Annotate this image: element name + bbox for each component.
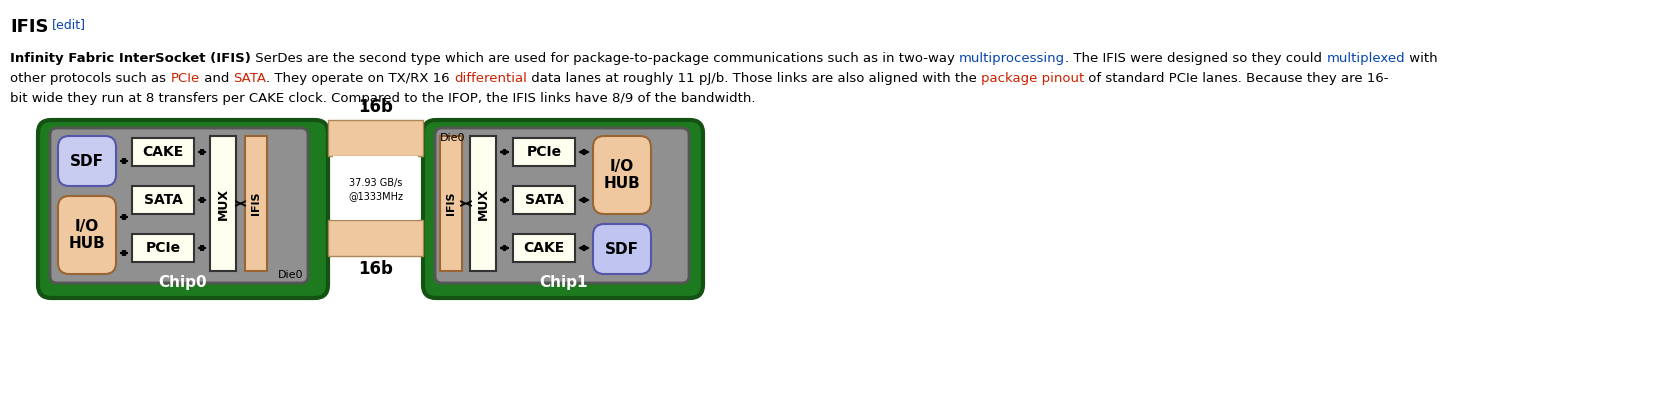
- Bar: [133, 186, 194, 214]
- Text: [edit]: [edit]: [51, 18, 86, 31]
- Text: multiprocessing: multiprocessing: [959, 52, 1065, 65]
- Text: PCIe: PCIe: [171, 72, 199, 85]
- Bar: [245, 136, 267, 271]
- Text: I/O: I/O: [610, 160, 635, 174]
- Text: and: and: [199, 72, 234, 85]
- FancyBboxPatch shape: [38, 120, 328, 298]
- Text: CAKE: CAKE: [524, 241, 565, 255]
- FancyBboxPatch shape: [436, 128, 689, 283]
- Text: SDF: SDF: [605, 241, 640, 256]
- Text: @1333MHz: @1333MHz: [348, 191, 403, 201]
- Text: Die0: Die0: [441, 133, 466, 143]
- Text: Die0: Die0: [277, 270, 303, 280]
- Text: IFIS: IFIS: [250, 192, 262, 215]
- Bar: [328, 220, 423, 256]
- Bar: [441, 136, 462, 271]
- Text: with: with: [1405, 52, 1438, 65]
- Bar: [133, 234, 194, 262]
- Bar: [210, 136, 235, 271]
- Bar: [328, 120, 423, 156]
- Text: . They operate on TX/RX 16: . They operate on TX/RX 16: [267, 72, 454, 85]
- Text: SATA: SATA: [144, 193, 182, 207]
- Bar: [514, 138, 575, 166]
- Text: PCIe: PCIe: [146, 241, 181, 255]
- FancyBboxPatch shape: [593, 136, 651, 214]
- Text: bit wide they run at 8 transfers per CAKE clock. Compared to the IFOP, the IFIS : bit wide they run at 8 transfers per CAK…: [10, 92, 756, 105]
- Bar: [133, 138, 194, 166]
- Text: Infinity Fabric InterSocket (IFIS): Infinity Fabric InterSocket (IFIS): [10, 52, 250, 65]
- Text: Chip1: Chip1: [539, 275, 587, 290]
- Text: package pinout: package pinout: [981, 72, 1084, 85]
- FancyBboxPatch shape: [58, 136, 116, 186]
- Text: SATA: SATA: [525, 193, 563, 207]
- Bar: [514, 186, 575, 214]
- Bar: [471, 136, 495, 271]
- Bar: [514, 234, 575, 262]
- Text: HUB: HUB: [68, 235, 106, 251]
- Text: I/O: I/O: [75, 220, 99, 235]
- FancyBboxPatch shape: [50, 128, 308, 283]
- Text: MUX: MUX: [477, 187, 489, 220]
- Text: SDF: SDF: [70, 154, 104, 168]
- Text: multiplexed: multiplexed: [1326, 52, 1405, 65]
- Text: data lanes at roughly 11 pJ/b. Those links are also aligned with the: data lanes at roughly 11 pJ/b. Those lin…: [527, 72, 981, 85]
- Text: differential: differential: [454, 72, 527, 85]
- Text: 16b: 16b: [358, 260, 393, 278]
- FancyBboxPatch shape: [593, 224, 651, 274]
- FancyBboxPatch shape: [58, 196, 116, 274]
- Text: IFIS: IFIS: [446, 192, 456, 215]
- Text: PCIe: PCIe: [527, 145, 562, 159]
- Text: 16b: 16b: [358, 98, 393, 116]
- Text: Chip0: Chip0: [159, 275, 207, 290]
- Bar: [333, 156, 418, 220]
- Text: of standard PCIe lanes. Because they are 16-: of standard PCIe lanes. Because they are…: [1084, 72, 1389, 85]
- Text: IFIS: IFIS: [10, 18, 48, 36]
- Text: . The IFIS were designed so they could: . The IFIS were designed so they could: [1065, 52, 1326, 65]
- Text: CAKE: CAKE: [143, 145, 184, 159]
- Text: other protocols such as: other protocols such as: [10, 72, 171, 85]
- Text: MUX: MUX: [217, 187, 230, 220]
- Text: 37.93 GB/s: 37.93 GB/s: [350, 178, 403, 188]
- Text: SATA: SATA: [234, 72, 267, 85]
- Text: SerDes are the second type which are used for package-to-package communications : SerDes are the second type which are use…: [250, 52, 959, 65]
- FancyBboxPatch shape: [423, 120, 703, 298]
- Text: HUB: HUB: [603, 175, 640, 191]
